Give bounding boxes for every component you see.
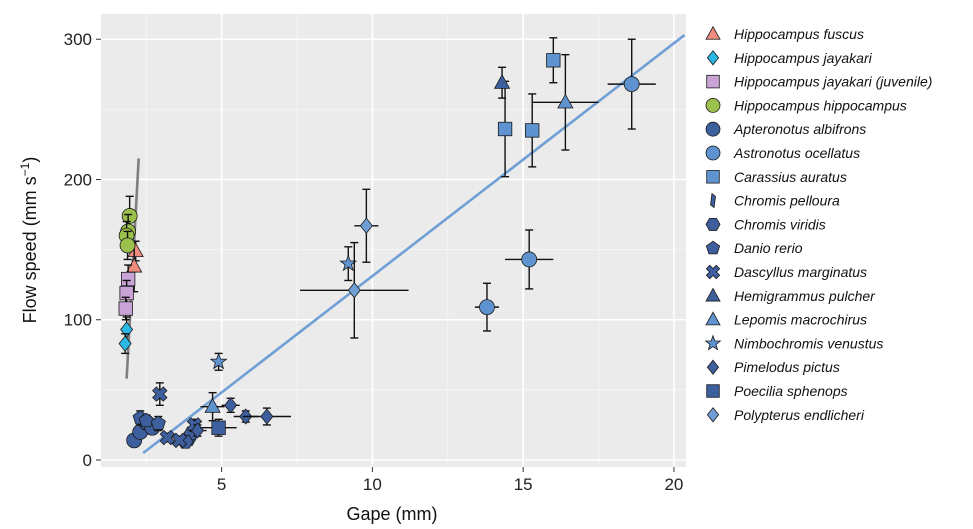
legend-label: Dascyllus marginatus (734, 264, 867, 280)
data-point (120, 271, 136, 287)
data-point (493, 74, 511, 89)
legend-key (706, 407, 720, 423)
legend-item: Hippocampus jayakari (juvenile) (706, 74, 932, 90)
legend-item: Hippocampus fuscus (705, 25, 864, 42)
legend-item: Dascyllus marginatus (705, 264, 867, 280)
y-axis-title: Flow speed (mm s−1) (18, 157, 40, 324)
data-point (497, 121, 513, 137)
legend-item: Pimelodus pictus (706, 359, 840, 375)
y-axis-title-superscript: −1 (18, 162, 32, 176)
x-tick-label: 10 (363, 475, 382, 494)
legend-label: Danio rerio (734, 240, 803, 256)
legend-key (705, 25, 721, 40)
legend-item: Hemigrammus pulcher (705, 287, 876, 304)
legend-item: Apteronotus albifrons (705, 121, 866, 137)
data-point (260, 408, 274, 425)
data-point (525, 123, 540, 138)
legend-label: Hippocampus hippocampus (734, 97, 907, 113)
y-tick-label: 100 (64, 311, 92, 330)
data-point (546, 53, 561, 68)
legend-item: Polypterus endlicheri (706, 407, 865, 423)
fit-line-2 (142, 34, 686, 455)
data-point (121, 208, 138, 224)
legend-item: Lepomis macrochirus (705, 311, 867, 328)
legend-item: Poecilia sphenops (706, 383, 848, 399)
legend-label: Chromis pelloura (734, 193, 840, 209)
legend: Hippocampus fuscus Hippocampus jayakari Hi… (704, 25, 932, 423)
legend-label: Nimbochromis venustus (734, 335, 883, 351)
legend-label: Hippocampus jayakari (734, 50, 873, 66)
data-point (150, 415, 166, 430)
plot-area (101, 14, 686, 467)
legend-label: Polypterus endlicheri (734, 407, 865, 423)
data-point (347, 282, 361, 299)
legend-key (706, 50, 720, 66)
legend-item: Nimbochromis venustus (704, 334, 883, 351)
data-point (118, 335, 132, 352)
data-point (479, 299, 495, 316)
legend-key (706, 170, 720, 184)
legend-label: Hemigrammus pulcher (734, 288, 876, 304)
legend-key (705, 287, 721, 302)
data-point (204, 397, 221, 413)
data-point (171, 432, 188, 449)
data-point (119, 285, 134, 301)
legend-item: Astronotus ocellatus (705, 145, 860, 161)
data-point (152, 386, 168, 402)
legend-key (710, 192, 716, 209)
legend-key (706, 74, 720, 89)
legend-key (705, 121, 721, 137)
x-tick-label: 20 (664, 475, 683, 494)
data-point (359, 217, 373, 234)
legend-label: Poecilia sphenops (734, 383, 848, 399)
data-point (521, 251, 538, 268)
data-point (159, 429, 176, 446)
x-tick-label: 15 (514, 475, 533, 494)
data-point (224, 397, 238, 414)
legend-label: Carassius auratus (734, 169, 847, 185)
data-point (211, 420, 226, 435)
y-tick-label: 200 (64, 170, 92, 189)
legend-label: Chromis viridis (734, 216, 826, 232)
x-tick-label: 5 (217, 475, 226, 494)
plot-background (101, 14, 686, 467)
legend-item: Danio rerio (705, 240, 803, 256)
legend-item: Hippocampus hippocampus (705, 97, 907, 113)
legend-item: Chromis pelloura (710, 192, 840, 209)
data-point (119, 237, 136, 254)
legend-label: Lepomis macrochirus (734, 312, 867, 328)
data-point (209, 352, 228, 370)
legend-key (705, 264, 721, 280)
legend-label: Hippocampus jayakari (juvenile) (734, 74, 932, 90)
data-point (557, 93, 574, 109)
legend-label: Pimelodus pictus (734, 359, 840, 375)
data-point (138, 412, 154, 428)
legend-key (705, 311, 721, 326)
legend-item: Carassius auratus (706, 169, 847, 185)
data-point (623, 76, 640, 93)
y-tick-label: 0 (83, 451, 92, 470)
legend-label: Apteronotus albifrons (733, 121, 866, 137)
legend-key (706, 384, 720, 398)
legend-label: Hippocampus fuscus (734, 26, 864, 42)
legend-label: Astronotus ocellatus (733, 145, 860, 161)
legend-key (705, 240, 721, 255)
legend-key (705, 145, 721, 161)
data-point (118, 301, 133, 316)
legend-item: Chromis viridis (705, 216, 826, 232)
legend-key (705, 217, 721, 231)
legend-item: Hippocampus jayakari (706, 50, 873, 66)
legend-key (705, 98, 721, 113)
axes: Gape (mm) Flow speed (mm s−1) 5 10 15 20010… (18, 30, 683, 524)
legend-key (706, 359, 720, 375)
legend-key (704, 334, 722, 351)
y-tick-label: 300 (64, 30, 92, 49)
x-axis-title: Gape (mm) (346, 504, 437, 524)
